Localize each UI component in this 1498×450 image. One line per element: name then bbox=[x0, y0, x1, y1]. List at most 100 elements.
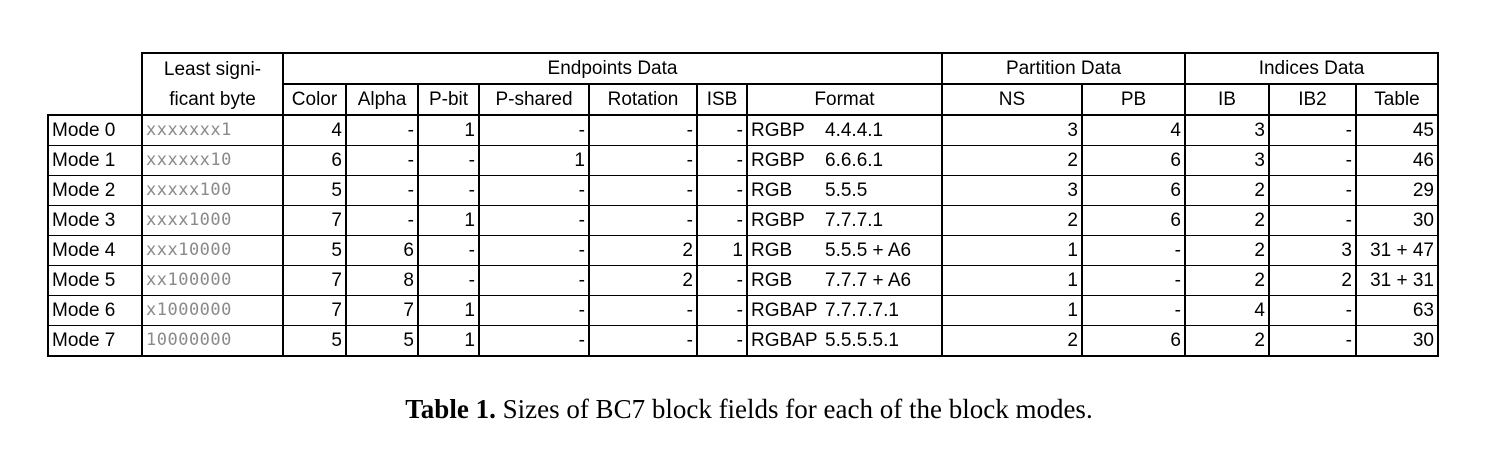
caption-text: Sizes of BC7 block fields for each of th… bbox=[495, 394, 1093, 424]
pshared-cell: - bbox=[479, 265, 590, 296]
table-row: Mode 1 xxxxxx10 6- -1- - RGBP 6.6.6.1 2 6 3-46 bbox=[47, 145, 1439, 176]
isb-cell: - bbox=[697, 265, 748, 296]
ib2-cell: - bbox=[1269, 295, 1357, 326]
table-row: Mode 6 x1000000 7 7 1- - - RGBAP 7.7.7.7.1 1-4-63 bbox=[47, 295, 1439, 326]
ns-cell: 1 bbox=[942, 235, 1083, 266]
pb-cell: 6 bbox=[1082, 145, 1186, 176]
alpha-cell: - bbox=[346, 175, 419, 206]
partition-data-header: Partition Data bbox=[942, 52, 1186, 85]
color-cell: 5 bbox=[283, 325, 347, 357]
pb-cell: - bbox=[1082, 295, 1186, 326]
table-row: Mode 5 xx100000 7 8- -2- RGB 7.7.7 + A6 1-2 2 31 … bbox=[47, 265, 1439, 296]
corner-blank-cell-2 bbox=[48, 84, 143, 116]
col-header-ns: NS bbox=[942, 84, 1083, 116]
color-cell: 5 bbox=[283, 235, 347, 266]
alpha-cell: - bbox=[346, 145, 419, 176]
col-header-table: Table bbox=[1356, 84, 1439, 116]
pb-cell: 6 bbox=[1082, 325, 1186, 357]
rotation-cell: 2 bbox=[589, 265, 698, 296]
ns-cell: 1 bbox=[942, 295, 1083, 326]
mode-cell: Mode 7 bbox=[47, 325, 143, 357]
lsb-cell: 10000000 bbox=[142, 325, 284, 357]
mode-cell: Mode 3 bbox=[47, 205, 143, 236]
pshared-cell: - bbox=[479, 115, 590, 146]
col-header-alpha: Alpha bbox=[346, 84, 419, 116]
table-bits-cell: 45 bbox=[1356, 115, 1439, 146]
isb-cell: - bbox=[697, 145, 748, 176]
table-row: Mode 4 xxx10000 5 6- -2 1 RGB 5.5.5 + A6 1-2 3 31 … bbox=[47, 235, 1439, 266]
ib2-cell: - bbox=[1269, 175, 1357, 206]
ib-cell: 2 bbox=[1185, 175, 1270, 206]
pbit-cell: 1 bbox=[418, 325, 480, 357]
pshared-cell: - bbox=[479, 325, 590, 357]
col-header-pbit: P-bit bbox=[418, 84, 480, 116]
pshared-cell: - bbox=[479, 235, 590, 266]
rotation-cell: - bbox=[589, 115, 698, 146]
format-cell: RGB 5.5.5 + A6 bbox=[747, 235, 943, 266]
pbit-cell: - bbox=[418, 265, 480, 296]
col-header-pb: PB bbox=[1082, 84, 1186, 116]
format-bits: 5.5.5.5.1 bbox=[825, 330, 899, 351]
format-name: RGBAP bbox=[751, 300, 818, 321]
lsb-cell: xxxxxx10 bbox=[142, 145, 284, 176]
col-header-isb: ISB bbox=[697, 84, 748, 116]
pb-cell: - bbox=[1082, 235, 1186, 266]
bc7-block-fields-table: Least signi- Endpoints Data Partition Da… bbox=[47, 52, 1439, 357]
ib2-cell: - bbox=[1269, 325, 1357, 357]
format-bits: 5.5.5 + A6 bbox=[825, 240, 912, 261]
format-bits: 7.7.7.1 bbox=[825, 210, 884, 231]
format-cell: RGBAP 5.5.5.5.1 bbox=[747, 325, 943, 357]
table-bits-cell: 63 bbox=[1356, 295, 1439, 326]
format-name: RGB bbox=[751, 180, 793, 201]
format-name: RGB bbox=[751, 270, 793, 291]
ib-cell: 3 bbox=[1185, 145, 1270, 176]
alpha-cell: 8 bbox=[346, 265, 419, 296]
rotation-cell: - bbox=[589, 145, 698, 176]
ib-cell: 3 bbox=[1185, 115, 1270, 146]
pshared-cell: - bbox=[479, 295, 590, 326]
rotation-cell: - bbox=[589, 295, 698, 326]
table-bits-cell: 30 bbox=[1356, 205, 1439, 236]
header-row-groups: Least signi- Endpoints Data Partition Da… bbox=[48, 52, 1439, 85]
ib-cell: 2 bbox=[1185, 205, 1270, 236]
col-header-ib2: IB2 bbox=[1269, 84, 1357, 116]
rotation-cell: - bbox=[589, 175, 698, 206]
lsb-cell: xxx10000 bbox=[142, 235, 284, 266]
pbit-cell: - bbox=[418, 235, 480, 266]
mode-cell: Mode 4 bbox=[47, 235, 143, 266]
alpha-cell: 7 bbox=[346, 295, 419, 326]
corner-blank-cell bbox=[48, 53, 143, 84]
format-cell: RGBP 6.6.6.1 bbox=[747, 145, 943, 176]
pb-cell: 6 bbox=[1082, 205, 1186, 236]
pshared-cell: 1 bbox=[479, 145, 590, 176]
format-name: RGBP bbox=[751, 210, 805, 231]
isb-cell: - bbox=[697, 325, 748, 357]
pbit-cell: - bbox=[418, 175, 480, 206]
format-bits: 7.7.7.7.1 bbox=[825, 300, 899, 321]
rotation-cell: 2 bbox=[589, 235, 698, 266]
format-cell: RGBP 7.7.7.1 bbox=[747, 205, 943, 236]
format-cell: RGB 5.5.5 bbox=[747, 175, 943, 206]
header-row-columns: ficant byte Color Alpha P-bit P-shared R… bbox=[48, 84, 1439, 116]
table-bits-cell: 30 bbox=[1356, 325, 1439, 357]
lsb-header-line1: Least signi- bbox=[142, 52, 284, 84]
ib2-cell: 3 bbox=[1269, 235, 1357, 266]
format-bits: 4.4.4.1 bbox=[825, 120, 884, 141]
pbit-cell: - bbox=[418, 145, 480, 176]
format-name: RGBP bbox=[751, 120, 805, 141]
format-name: RGBP bbox=[751, 150, 805, 171]
isb-cell: 1 bbox=[697, 235, 748, 266]
mode-cell: Mode 2 bbox=[47, 175, 143, 206]
indices-data-header: Indices Data bbox=[1185, 52, 1439, 85]
lsb-cell: xx100000 bbox=[142, 265, 284, 296]
ib-cell: 2 bbox=[1185, 235, 1270, 266]
table-bits-cell: 29 bbox=[1356, 175, 1439, 206]
rotation-cell: - bbox=[589, 205, 698, 236]
alpha-cell: - bbox=[346, 115, 419, 146]
ns-cell: 2 bbox=[942, 145, 1083, 176]
format-cell: RGBP 4.4.4.1 bbox=[747, 115, 943, 146]
col-header-color: Color bbox=[283, 84, 347, 116]
mode-cell: Mode 6 bbox=[47, 295, 143, 326]
lsb-header-line2: ficant byte bbox=[142, 84, 284, 116]
isb-cell: - bbox=[697, 295, 748, 326]
